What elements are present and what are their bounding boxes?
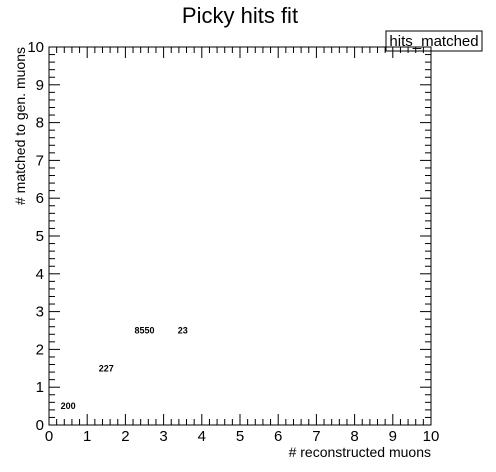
- heatmap-cells: 200 227 8550 23: [61, 326, 188, 412]
- y-tick-label: 2: [36, 341, 44, 358]
- y-tick-label: 7: [36, 152, 44, 169]
- y-tick-label: 10: [27, 39, 44, 56]
- chart-title: Picky hits fit: [182, 3, 298, 28]
- y-tick-label: 5: [36, 228, 44, 245]
- cell-value-label: 227: [99, 363, 114, 373]
- x-tick-label: 1: [83, 428, 91, 445]
- cell-value-label: 23: [178, 326, 188, 336]
- y-axis-title: # matched to gen. muons: [12, 47, 28, 205]
- x-tick-label: 3: [159, 428, 167, 445]
- cell-value-label: 200: [61, 401, 76, 411]
- legend-box: [385, 30, 483, 52]
- x-axis-tick-labels: 0 1 2 3 4 5 6 7 8 9 10: [45, 428, 440, 445]
- x-axis-ticks: [48, 47, 432, 425]
- y-tick-label: 1: [36, 379, 44, 396]
- x-tick-label: 2: [121, 428, 129, 445]
- x-tick-label: 0: [45, 428, 53, 445]
- x-axis-title: # reconstructed muons: [289, 444, 431, 460]
- y-tick-label: 8: [36, 115, 44, 132]
- y-tick-label: 6: [36, 190, 44, 207]
- y-axis-tick-labels: 0 1 2 3 4 5 6 7 8 9 10: [27, 39, 44, 434]
- y-tick-label: 4: [36, 266, 44, 283]
- x-tick-label: 9: [389, 428, 397, 445]
- x-tick-label: 5: [236, 428, 244, 445]
- x-tick-label: 6: [274, 428, 282, 445]
- y-tick-label: 9: [36, 77, 44, 94]
- x-tick-label: 4: [198, 428, 206, 445]
- x-tick-label: 8: [350, 428, 358, 445]
- x-tick-label: 7: [312, 428, 320, 445]
- y-axis-ticks: [49, 46, 431, 426]
- cell-value-label: 8550: [134, 326, 154, 336]
- y-tick-label: 3: [36, 304, 44, 321]
- x-tick-label: 10: [423, 428, 440, 445]
- legend: hits_matched: [385, 30, 483, 52]
- y-tick-label: 0: [36, 417, 44, 434]
- legend-entry: hits_matched: [389, 33, 478, 50]
